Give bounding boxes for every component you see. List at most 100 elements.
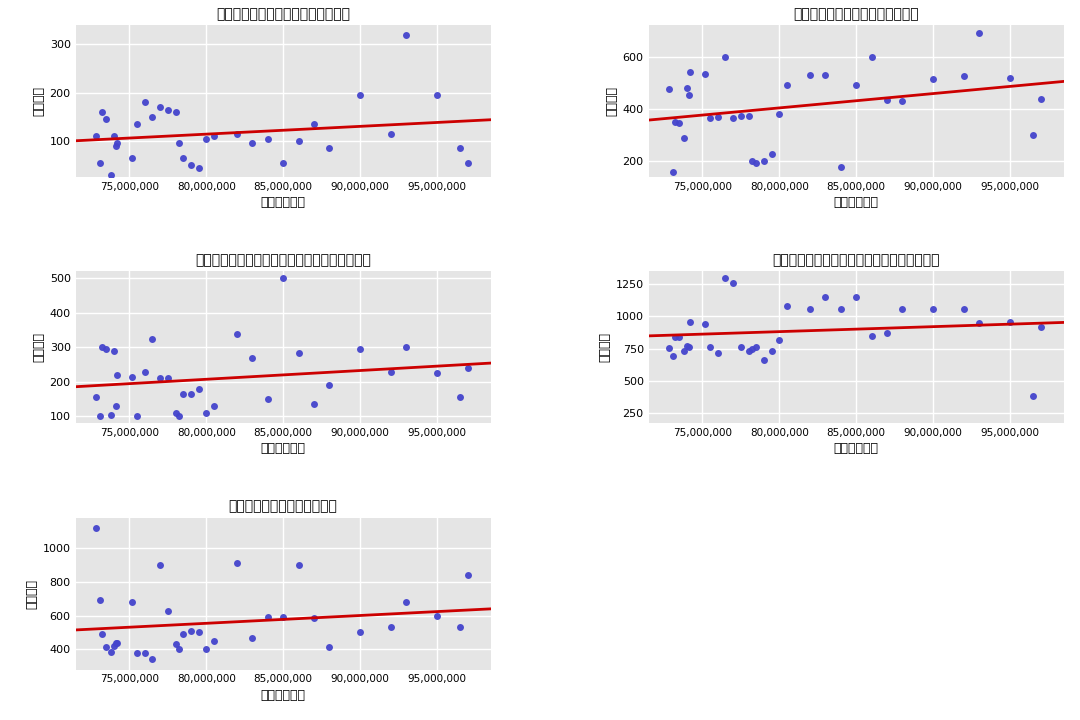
Point xyxy=(159,104,176,115)
Title: 販売額とストレート当選本数の関係: 販売額とストレート当選本数の関係 xyxy=(216,7,350,22)
Point xyxy=(321,641,338,652)
Point xyxy=(167,107,185,118)
Point xyxy=(893,303,910,315)
Point xyxy=(1032,321,1050,333)
Point xyxy=(103,169,120,181)
Point xyxy=(747,342,765,354)
Point xyxy=(159,606,176,617)
Point xyxy=(755,156,772,167)
Point xyxy=(451,143,469,154)
Point xyxy=(198,132,215,144)
Point xyxy=(725,277,742,289)
Point xyxy=(144,333,161,345)
Point xyxy=(151,102,168,113)
Point xyxy=(717,272,734,284)
Point xyxy=(680,342,698,354)
Point xyxy=(289,347,307,359)
Point xyxy=(671,331,688,343)
Point xyxy=(159,373,176,384)
Point xyxy=(190,626,207,638)
Point xyxy=(229,128,246,140)
Point xyxy=(664,351,681,362)
Point xyxy=(170,410,187,422)
Point xyxy=(816,292,834,303)
Point xyxy=(893,96,910,107)
Point xyxy=(170,644,187,655)
Point xyxy=(666,331,684,343)
Point xyxy=(103,409,120,420)
Point xyxy=(87,522,105,534)
Point xyxy=(97,641,114,652)
Point xyxy=(397,29,415,40)
Point xyxy=(697,318,714,329)
Point xyxy=(681,67,699,78)
Point xyxy=(863,330,880,341)
Point xyxy=(459,157,476,168)
Point xyxy=(103,646,120,657)
Point xyxy=(93,629,110,640)
Point xyxy=(190,383,207,395)
Point xyxy=(666,117,684,128)
Point xyxy=(801,303,819,315)
Point xyxy=(429,89,446,101)
Point xyxy=(321,143,338,154)
Point xyxy=(863,51,880,63)
Point xyxy=(183,388,200,400)
Point xyxy=(198,644,215,655)
Point xyxy=(259,393,276,405)
Point xyxy=(144,654,161,665)
Point xyxy=(144,111,161,122)
Point xyxy=(124,596,141,608)
Y-axis label: 当選本数: 当選本数 xyxy=(32,333,45,362)
Point xyxy=(779,300,796,312)
Point xyxy=(289,559,307,571)
Point xyxy=(108,138,125,149)
Point xyxy=(878,328,895,339)
Point xyxy=(306,118,323,130)
Point xyxy=(451,392,469,403)
Point xyxy=(833,161,850,173)
Point xyxy=(108,636,125,648)
Point xyxy=(955,71,972,82)
Point xyxy=(106,130,123,142)
Title: 販売額とボックス当選本数の関係: 販売額とボックス当選本数の関係 xyxy=(794,7,919,22)
Point xyxy=(710,111,727,122)
Point xyxy=(205,635,222,647)
Point xyxy=(771,334,788,346)
Point xyxy=(124,371,141,382)
Point xyxy=(106,345,123,356)
Point xyxy=(107,140,124,152)
Point xyxy=(848,80,865,91)
Point xyxy=(451,621,469,633)
Point xyxy=(205,130,222,142)
Point xyxy=(198,408,215,419)
Point xyxy=(955,303,972,315)
Point xyxy=(136,647,153,659)
Y-axis label: 当選本数: 当選本数 xyxy=(32,86,45,116)
Point xyxy=(129,118,146,130)
Point xyxy=(87,392,105,403)
Point xyxy=(87,130,105,142)
Point xyxy=(351,89,368,101)
Point xyxy=(205,400,222,412)
Point xyxy=(678,82,696,94)
X-axis label: 販売額（円）: 販売額（円） xyxy=(260,197,306,210)
Point xyxy=(801,69,819,81)
Point xyxy=(244,633,261,644)
Point xyxy=(459,570,476,581)
Point xyxy=(459,362,476,374)
Point xyxy=(107,400,124,412)
Point xyxy=(259,611,276,623)
Point xyxy=(175,629,192,640)
Point xyxy=(259,132,276,144)
Point xyxy=(92,157,109,168)
Point xyxy=(671,117,688,129)
X-axis label: 販売額（円）: 販売額（円） xyxy=(834,197,879,210)
Point xyxy=(1025,130,1042,141)
Point xyxy=(93,341,110,353)
Point xyxy=(717,51,734,63)
Point xyxy=(351,626,368,638)
Point xyxy=(743,156,760,167)
Point xyxy=(660,342,677,354)
Point xyxy=(680,89,698,100)
